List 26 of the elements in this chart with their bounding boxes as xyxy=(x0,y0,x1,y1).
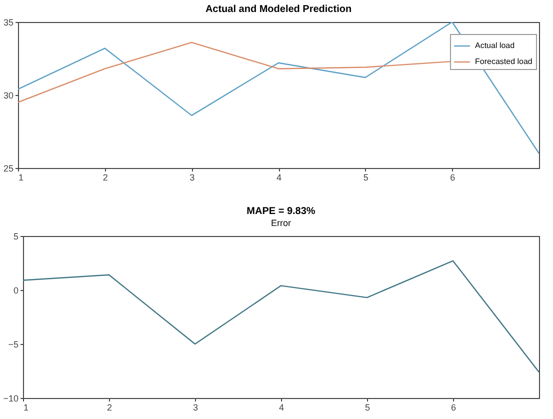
x-tick-label: 6 xyxy=(450,172,456,182)
y-tick-label: 35 xyxy=(3,18,14,28)
x-tick-label: 6 xyxy=(450,402,456,412)
x-tick-label: 2 xyxy=(102,172,108,182)
y-tick-label: 5 xyxy=(13,232,18,242)
x-tick-label: 5 xyxy=(363,172,368,182)
y-tick-label: 30 xyxy=(3,90,14,100)
y-tick-label: −5 xyxy=(8,340,18,350)
x-tick-label: 1 xyxy=(24,402,29,412)
x-tick-label: 1 xyxy=(18,172,24,182)
x-tick-label: 3 xyxy=(190,172,195,182)
y-tick-label: 0 xyxy=(13,286,18,296)
line-series xyxy=(18,22,539,154)
legend-label: Forecasted load xyxy=(475,57,532,66)
line-series xyxy=(23,260,539,373)
x-tick-label: 5 xyxy=(364,402,370,412)
x-tick-label: 3 xyxy=(192,402,198,412)
x-tick-label: 2 xyxy=(106,402,112,412)
x-tick-label: 4 xyxy=(278,402,284,412)
chart-title: MAPE = 9.83% xyxy=(246,206,316,217)
y-tick-label: 25 xyxy=(3,164,14,174)
legend-label: Actual load xyxy=(475,41,515,50)
chart-subtitle: Error xyxy=(271,218,291,228)
y-tick-label: −10 xyxy=(3,394,18,404)
chart-title: Actual and Modeled Prediction xyxy=(205,4,352,15)
x-tick-label: 4 xyxy=(276,172,282,182)
